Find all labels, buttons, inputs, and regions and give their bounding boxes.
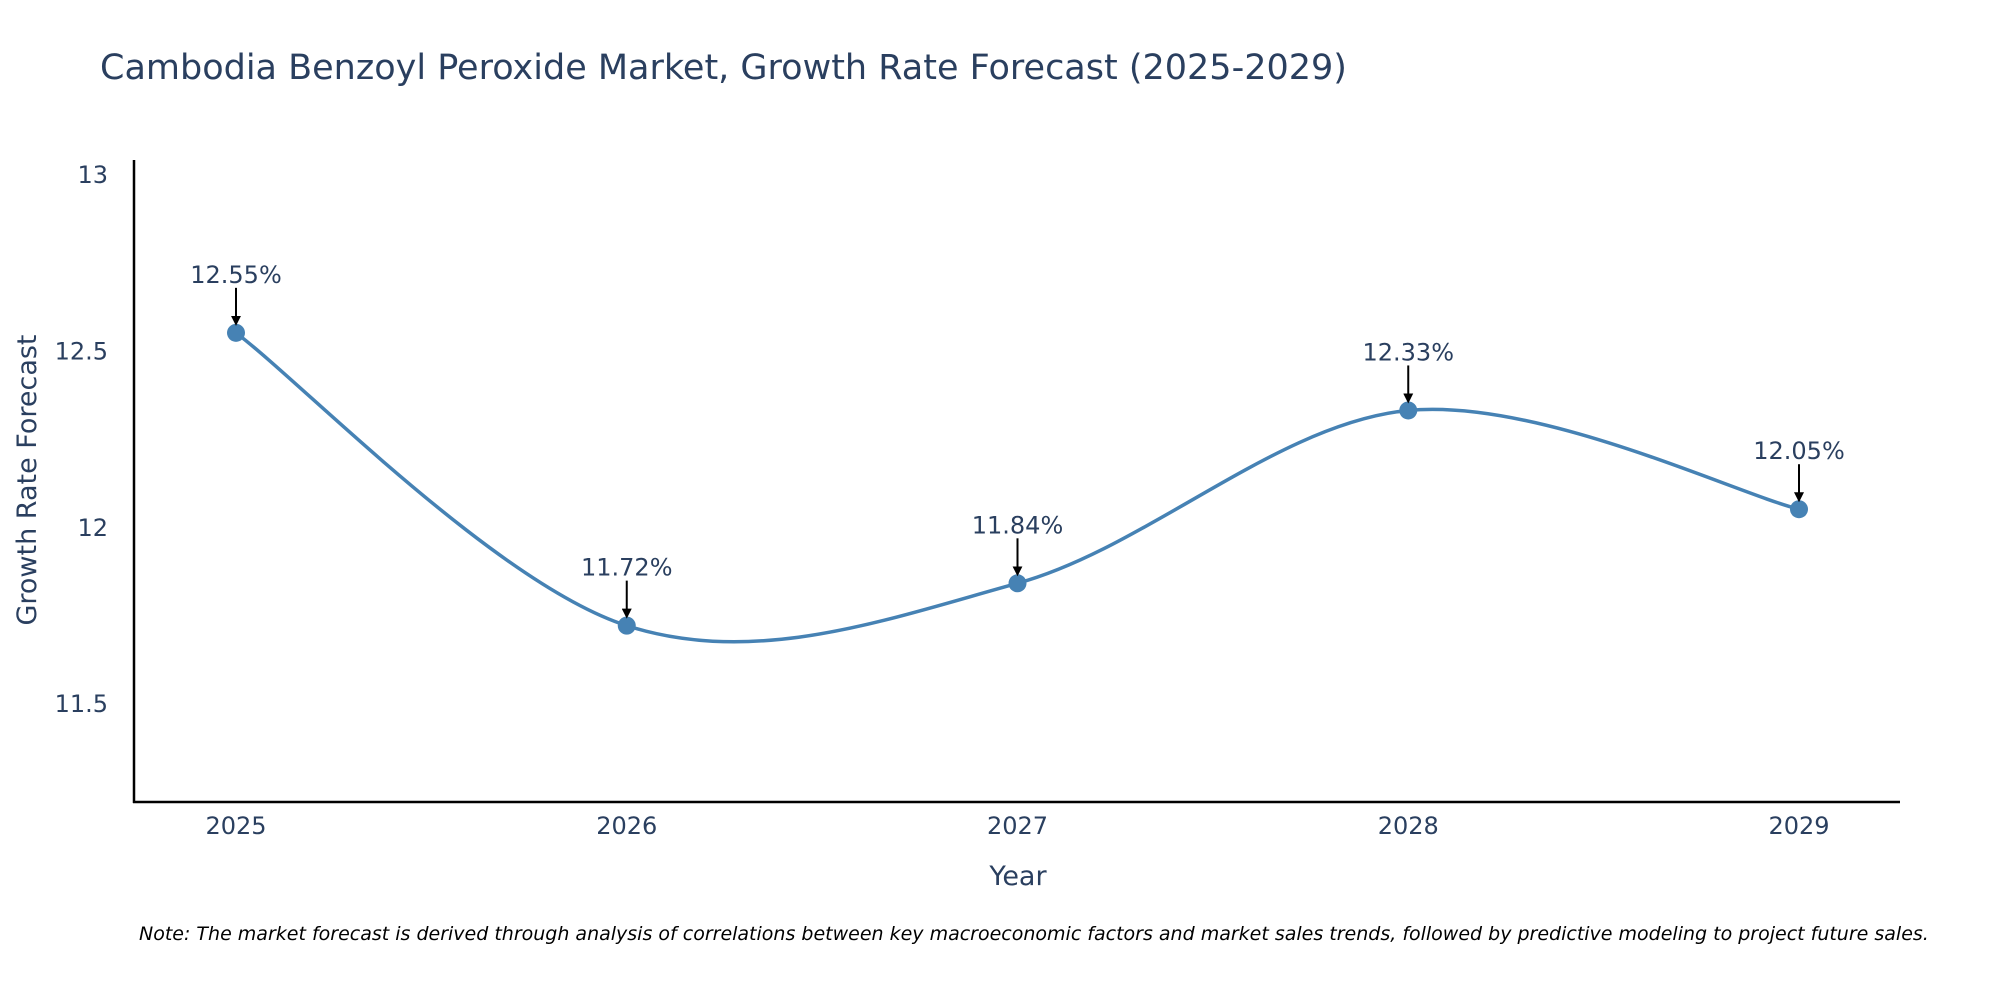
x-tick-label: 2026: [596, 812, 657, 840]
y-axis-title: Growth Rate Forecast: [12, 334, 43, 625]
data-label: 12.05%: [1753, 437, 1845, 465]
y-tick-label: 12: [77, 514, 108, 542]
x-axis-title: Year: [988, 861, 1047, 892]
data-points: [227, 323, 1808, 635]
y-tick-label: 12.5: [55, 337, 108, 365]
chart-note: Note: The market forecast is derived thr…: [139, 923, 1929, 945]
x-tick-label: 2025: [205, 812, 266, 840]
data-point-2026: [617, 616, 636, 635]
x-tick-label: 2029: [1768, 812, 1829, 840]
data-label: 12.55%: [190, 261, 282, 289]
x-tick-labels: 2025 2026 2027 2028 2029: [205, 812, 1829, 840]
data-label: 11.72%: [581, 554, 673, 582]
data-label: 12.33%: [1362, 338, 1454, 366]
data-annotations: 12.55% 11.72% 11.84% 12.33% 12.05%: [190, 261, 1845, 619]
data-point-2027: [1008, 574, 1027, 593]
x-tick-label: 2028: [1378, 812, 1439, 840]
data-point-2025: [227, 323, 245, 342]
y-tick-label: 13: [77, 161, 108, 189]
y-tick-label: 11.5: [55, 690, 108, 718]
y-tick-labels: 11.5 12 12.5 13: [55, 161, 108, 718]
series-line: [234, 331, 1800, 644]
data-label: 11.84%: [972, 511, 1064, 539]
data-point-2028: [1399, 401, 1418, 420]
data-point-2029: [1790, 500, 1808, 519]
x-tick-label: 2027: [987, 812, 1048, 840]
chart-title: Cambodia Benzoyl Peroxide Market, Growth…: [100, 48, 1347, 88]
